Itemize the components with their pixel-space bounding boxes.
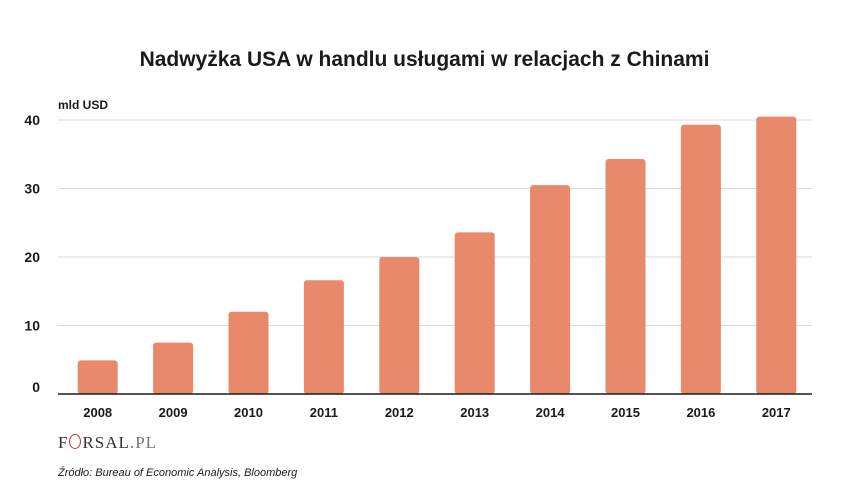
x-tick-label: 2014 xyxy=(536,405,566,420)
bar-2009 xyxy=(153,342,194,394)
x-tick-label: 2011 xyxy=(310,405,338,420)
y-tick-label: 30 xyxy=(24,181,40,197)
x-tick-label: 2015 xyxy=(611,405,640,420)
bar-2017 xyxy=(756,116,797,394)
bar-2011 xyxy=(303,280,344,394)
x-tick-label: 2012 xyxy=(385,405,414,420)
chart-title: Nadwyżka USA w handlu usługami w relacja… xyxy=(139,48,710,71)
y-tick-label: 10 xyxy=(24,318,40,334)
bar-2013 xyxy=(454,232,495,394)
x-tick-label: 2010 xyxy=(234,405,263,420)
bar-2012 xyxy=(379,257,420,394)
bars xyxy=(77,116,797,395)
y-tick-label: 0 xyxy=(32,379,40,395)
logo-prefix: F xyxy=(58,433,69,452)
x-tick-label: 2013 xyxy=(460,405,489,420)
forsal-logo: F RSAL.PL xyxy=(58,433,157,453)
x-tick-label: 2017 xyxy=(762,405,791,420)
x-tick-label: 2009 xyxy=(159,405,188,420)
bar-2015 xyxy=(605,159,646,394)
bar-2008 xyxy=(77,360,118,394)
x-axis-ticks: 2008 2009 2010 2011 2012 2013 2014 2015 2016 2017 xyxy=(83,405,791,420)
y-axis-ticks: 0 10 20 30 40 xyxy=(24,112,40,395)
y-axis-unit-label: mld USD xyxy=(58,98,108,112)
x-tick-label: 2008 xyxy=(83,405,112,420)
bar-2010 xyxy=(228,311,269,394)
x-tick-label: 2016 xyxy=(686,405,715,420)
y-tick-label: 40 xyxy=(24,112,40,128)
bar-2016 xyxy=(680,124,721,395)
logo-mid: RSAL xyxy=(82,433,130,452)
logo-chart-icon xyxy=(69,434,82,449)
bar-2014 xyxy=(530,185,571,394)
logo-tld: .PL xyxy=(129,433,158,452)
source-note: Źródło: Bureau of Economic Analysis, Blo… xyxy=(58,467,298,479)
y-tick-label: 20 xyxy=(24,249,40,265)
